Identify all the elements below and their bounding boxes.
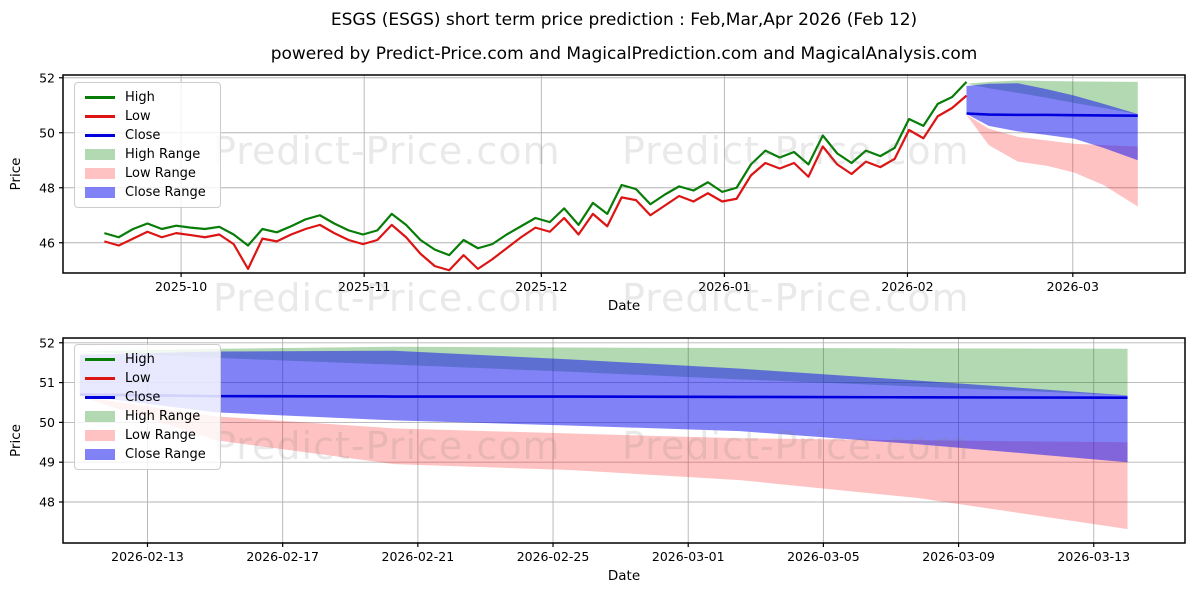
legend-label: High	[125, 90, 155, 105]
legend-label: Close	[125, 128, 161, 143]
legend-item-close-range: Close Range	[85, 447, 206, 462]
history-forecast-x-tick-label: 2026-01	[698, 279, 750, 294]
legend-label: High	[125, 352, 155, 367]
legend-label: Close Range	[125, 447, 206, 462]
forecast-zoom-x-tick-label: 2026-02-13	[111, 549, 184, 564]
forecast-zoom-x-axis-label: Date	[608, 568, 640, 584]
forecast-zoom: 2026-02-13 2026-02-17 2026-02-21 2026-02-25…	[8, 335, 1186, 584]
legend-label: Close Range	[125, 185, 206, 200]
forecast-zoom-x-tick-label: 2026-02-25	[517, 549, 590, 564]
history-forecast-x-tick-label: 2025-10	[155, 279, 207, 294]
history-forecast-x-tick-label: 2025-12	[515, 279, 567, 294]
forecast-zoom-y-tick-label: 48	[39, 495, 55, 510]
history-forecast-x-tick-label: 2026-02	[881, 279, 933, 294]
legend-item-high: High	[85, 90, 206, 105]
legend-swatch	[85, 96, 115, 99]
history-forecast-close-line	[966, 112, 1138, 117]
history-forecast-y-tick-label: 46	[39, 235, 55, 250]
legend-swatch	[85, 187, 115, 198]
legend-label: Low	[125, 371, 151, 386]
legend-item-close: Close	[85, 128, 206, 143]
legend-label: Low	[125, 109, 151, 124]
forecast-zoom-close-range-band	[79, 350, 1128, 463]
forecast-zoom-x-tick-label: 2026-03-01	[652, 549, 725, 564]
legend-swatch	[85, 396, 115, 399]
page-subtitle: powered by Predict-Price.com and Magical…	[270, 44, 978, 64]
history-forecast-low-range-band	[966, 114, 1138, 207]
forecast-zoom-x-tick-label: 2026-03-05	[787, 549, 860, 564]
history-forecast-y-tick-label: 48	[39, 180, 55, 195]
forecast-zoom-y-tick-label: 50	[39, 415, 55, 430]
legend-label: Low Range	[125, 428, 196, 443]
forecast-zoom-y-tick-label: 51	[39, 375, 55, 390]
history-forecast-y-axis-label: Price	[8, 158, 24, 191]
bottom-chart-legend: High Low Close High Range Low Range Close Ran…	[74, 344, 221, 470]
history-forecast-high-line	[104, 81, 968, 257]
history-forecast-x-axis-label: Date	[608, 298, 640, 314]
history-forecast-close-range-band	[966, 83, 1138, 161]
history-forecast-y-tick-label: 52	[39, 70, 55, 85]
page-title: ESGS (ESGS) short term price prediction …	[330, 10, 918, 30]
legend-swatch	[85, 358, 115, 361]
legend-item-close: Close	[85, 390, 206, 405]
top-chart-legend: High Low Close High Range Low Range Close Ran…	[74, 82, 221, 208]
legend-item-high: High	[85, 352, 206, 367]
legend-swatch	[85, 430, 115, 441]
legend-swatch	[85, 115, 115, 118]
history-forecast-y-tick-label: 50	[39, 125, 55, 140]
legend-swatch	[85, 134, 115, 137]
legend-item-close-range: Close Range	[85, 185, 206, 200]
legend-item-low-range: Low Range	[85, 166, 206, 181]
forecast-zoom-axes-frame	[62, 337, 1186, 544]
legend-item-low-range: Low Range	[85, 428, 206, 443]
forecast-zoom-y-tick-label: 49	[39, 455, 55, 470]
history-forecast: 2025-10 2025-11 2025-12 2026-01 2026-02 2026-…	[8, 70, 1186, 314]
legend-swatch	[85, 411, 115, 422]
legend-label: High Range	[125, 409, 201, 424]
forecast-zoom-y-axis-label: Price	[8, 424, 24, 457]
history-forecast-x-tick-label: 2025-11	[338, 279, 390, 294]
history-forecast-x-tick-label: 2026-03	[1047, 279, 1099, 294]
history-forecast-low-line	[104, 94, 968, 272]
legend-swatch	[85, 377, 115, 380]
legend-item-high-range: High Range	[85, 147, 206, 162]
forecast-zoom-low-range-band	[79, 396, 1128, 530]
legend-swatch	[85, 168, 115, 179]
forecast-zoom-x-tick-label: 2026-03-09	[922, 549, 995, 564]
legend-item-low: Low	[85, 109, 206, 124]
legend-label: Low Range	[125, 166, 196, 181]
legend-label: Close	[125, 390, 161, 405]
legend-item-low: Low	[85, 371, 206, 386]
forecast-zoom-x-tick-label: 2026-02-21	[382, 549, 455, 564]
legend-swatch	[85, 149, 115, 160]
forecast-zoom-y-tick-label: 52	[39, 335, 55, 350]
forecast-zoom-x-tick-label: 2026-03-13	[1057, 549, 1130, 564]
forecast-zoom-x-tick-label: 2026-02-17	[246, 549, 319, 564]
legend-label: High Range	[125, 147, 201, 162]
history-forecast-axes-frame	[62, 74, 1186, 274]
legend-swatch	[85, 449, 115, 460]
legend-item-high-range: High Range	[85, 409, 206, 424]
